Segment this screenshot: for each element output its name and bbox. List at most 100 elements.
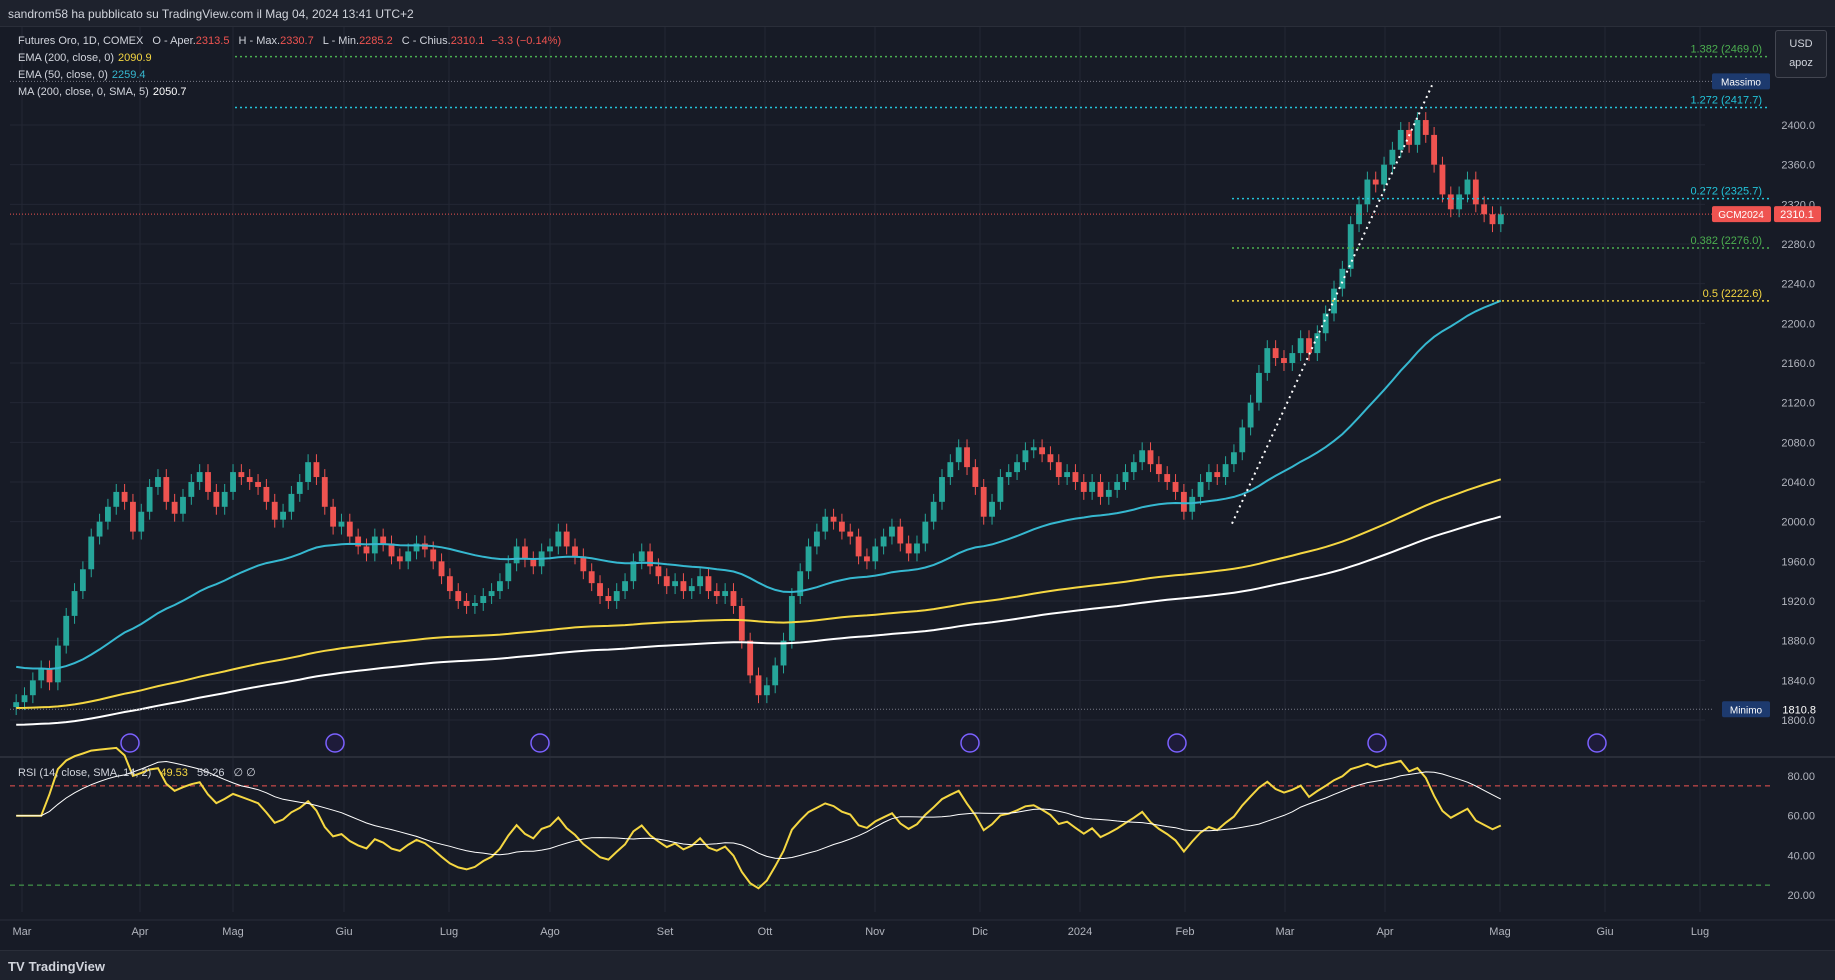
- candle-body: [1264, 348, 1271, 373]
- candle-body: [246, 477, 253, 482]
- ma200-legend: MA (200, close, 0, SMA, 5) 2050.7: [18, 86, 187, 98]
- ma200-value: 2050.7: [152, 86, 187, 98]
- price-axis-label: 1840.0: [1781, 675, 1815, 687]
- candle-body: [213, 491, 220, 507]
- event-marker-icon: [1367, 733, 1387, 753]
- event-marker-icon: [530, 733, 550, 753]
- candle-body: [1222, 464, 1229, 478]
- ema50-legend: EMA (50, close, 0) 2259.4: [18, 69, 146, 81]
- rsi-ma-line: [16, 760, 1502, 860]
- candle-body: [1064, 472, 1071, 478]
- rsi-axis-label: 40.00: [1787, 850, 1815, 862]
- event-marker-icon: [120, 733, 140, 753]
- candle-body: [1364, 179, 1371, 205]
- min-value-label: 1810.8: [1782, 704, 1816, 716]
- candle-body: [238, 472, 245, 478]
- candle-body: [1139, 450, 1146, 463]
- candle-body: [1039, 447, 1046, 455]
- candle-body: [1164, 474, 1171, 482]
- ma200-line: [16, 515, 1502, 726]
- time-axis-label: Giu: [335, 926, 352, 938]
- candle-body: [280, 511, 286, 520]
- candle-body: [1381, 164, 1387, 185]
- candle-body: [672, 581, 679, 587]
- candle-body: [1080, 482, 1087, 492]
- time-axis-label: Mar: [13, 926, 32, 938]
- candle-body: [989, 501, 995, 517]
- candle-body: [1406, 129, 1413, 145]
- event-marker-icon: [960, 733, 980, 753]
- footer-bar: TV TradingView: [0, 950, 1835, 980]
- time-axis-label: Mag: [1489, 926, 1510, 938]
- candle-body: [822, 516, 829, 532]
- publish-info: sandrom58 ha pubblicato su TradingView.c…: [8, 7, 414, 21]
- time-axis-label: Mar: [1276, 926, 1295, 938]
- candle-body: [855, 536, 862, 557]
- currency-selector[interactable]: USD apoz: [1775, 30, 1827, 78]
- last-price-tag: [1774, 206, 1821, 223]
- tv-logo-icon: TV: [8, 959, 25, 974]
- candle-body: [255, 482, 261, 487]
- fib-level-label: 1.382 (2469.0): [1690, 44, 1762, 56]
- candle-body: [638, 551, 645, 562]
- ma200-label: MA (200, close, 0, SMA, 5): [18, 86, 149, 98]
- time-axis-label: Dic: [972, 926, 988, 938]
- rsi-axis-label: 60.00: [1787, 811, 1815, 823]
- candle-body: [1022, 450, 1029, 463]
- candle-body: [330, 506, 337, 527]
- time-axis-label: Nov: [865, 926, 885, 938]
- low-label: L - Min.: [322, 35, 360, 47]
- candles: [13, 112, 1504, 716]
- high-label: H - Max.: [238, 35, 281, 47]
- price-axis-label: 2240.0: [1781, 279, 1815, 291]
- candle-body: [922, 521, 929, 544]
- rsi-label: RSI (14, close, SMA, 14, 2): [18, 767, 152, 779]
- ema200-label: EMA (200, close, 0): [18, 52, 114, 64]
- candle-body: [346, 521, 353, 537]
- candle-body: [363, 546, 370, 554]
- candle-body: [1481, 204, 1488, 215]
- candle-body: [1172, 482, 1179, 492]
- candle-body: [1431, 134, 1438, 165]
- candle-body: [188, 482, 195, 497]
- candle-body: [1472, 179, 1479, 205]
- candle-body: [1281, 358, 1287, 363]
- candle-body: [63, 615, 70, 646]
- candle-body: [130, 501, 136, 532]
- candle-body: [1147, 450, 1154, 465]
- max-tag-label: Massimo: [1721, 77, 1761, 88]
- candle-body: [805, 546, 812, 572]
- candle-body: [1072, 472, 1079, 482]
- candle-body: [230, 472, 236, 492]
- candle-body: [1306, 338, 1312, 354]
- time-axis-label: Mag: [222, 926, 243, 938]
- candle-body: [955, 447, 962, 463]
- ema200-line: [16, 478, 1502, 709]
- candle-body: [713, 591, 720, 597]
- candle-body: [1456, 194, 1463, 210]
- candle-body: [263, 486, 270, 502]
- candle-body: [872, 546, 879, 562]
- candle-body: [947, 462, 954, 478]
- candle-body: [396, 556, 403, 562]
- currency-code: USD: [1789, 38, 1813, 50]
- change-value: −3.3 (−0.14%): [491, 35, 562, 47]
- time-axis-label: Set: [657, 926, 674, 938]
- candle-body: [321, 477, 328, 507]
- price-chart[interactable]: 1800.0 1840.0 1880.0 1920.0 1960.0 2000.0 2040…: [0, 27, 1835, 949]
- candle-body: [1055, 462, 1062, 478]
- candle-body: [388, 543, 395, 557]
- time-axis-label: Ott: [758, 926, 773, 938]
- candle-body: [630, 561, 637, 582]
- candle-body: [1122, 472, 1129, 482]
- price-axis-label: 2280.0: [1781, 239, 1815, 251]
- candle-body: [1180, 491, 1187, 512]
- candle-body: [46, 668, 53, 683]
- event-marker-icon: [325, 733, 345, 753]
- candle-body: [530, 559, 537, 567]
- candle-body: [730, 591, 737, 606]
- tradingview-logo[interactable]: TV TradingView: [8, 959, 105, 974]
- candle-body: [1347, 224, 1354, 269]
- candle-body: [1422, 120, 1429, 135]
- candle-body: [1464, 179, 1471, 195]
